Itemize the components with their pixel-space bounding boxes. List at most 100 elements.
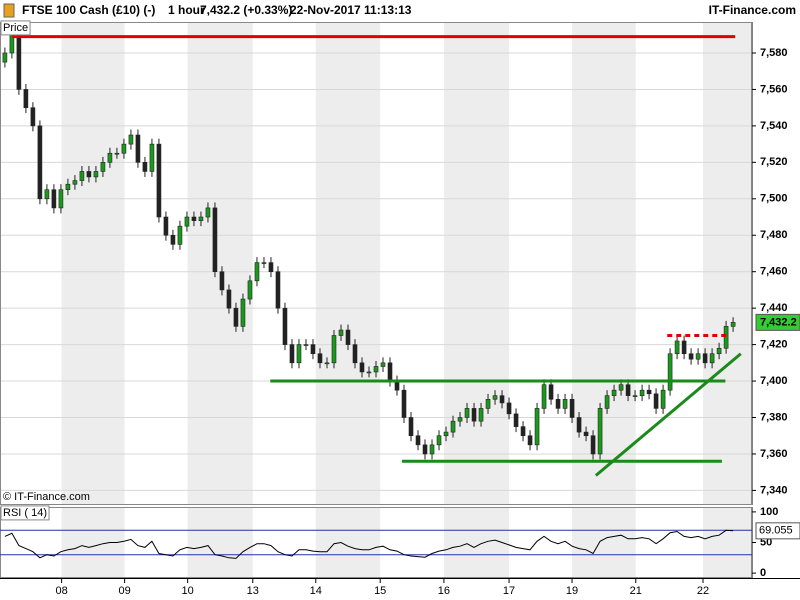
candle-body bbox=[548, 384, 554, 400]
y-tick-label: 7,480 bbox=[760, 229, 788, 241]
candle-body bbox=[163, 216, 169, 236]
last-price-label: 7,432.2 bbox=[760, 316, 797, 328]
x-tick-label: 10 bbox=[182, 585, 194, 597]
candle-body bbox=[436, 435, 442, 446]
candle-body bbox=[282, 307, 288, 345]
y-tick-label: 7,420 bbox=[760, 339, 788, 351]
candle-body bbox=[569, 398, 575, 418]
candle-body bbox=[415, 435, 421, 446]
y-tick-label: 7,580 bbox=[760, 47, 788, 59]
candle-body bbox=[198, 216, 204, 221]
x-tick-label: 22 bbox=[697, 585, 709, 597]
candle-body bbox=[387, 362, 393, 382]
candle-body bbox=[730, 322, 736, 327]
trend-line bbox=[594, 352, 742, 477]
y-tick-label: 7,440 bbox=[760, 302, 788, 314]
candle-body bbox=[114, 152, 120, 155]
x-tick-label: 09 bbox=[119, 585, 131, 597]
candle-body bbox=[23, 89, 29, 108]
candle-body bbox=[422, 444, 428, 455]
panel-label-box bbox=[0, 20, 31, 36]
y-tick-label: 7,360 bbox=[760, 448, 788, 460]
x-tick-label: 17 bbox=[503, 585, 515, 597]
candle-body bbox=[604, 395, 610, 409]
candle-body bbox=[513, 413, 519, 427]
candle-body bbox=[30, 107, 36, 127]
day-band bbox=[315, 507, 381, 578]
day-band bbox=[61, 22, 125, 505]
y-tick-label: 7,520 bbox=[760, 156, 788, 168]
candle-body bbox=[212, 207, 218, 273]
candle-body bbox=[541, 384, 547, 409]
y-tick-label: 7,340 bbox=[760, 484, 788, 496]
candle-body bbox=[219, 271, 225, 291]
candle-body bbox=[534, 408, 540, 446]
candle-body bbox=[2, 52, 8, 63]
candle-body bbox=[457, 417, 463, 422]
candle-body bbox=[660, 389, 666, 409]
y-tick-label: 7,460 bbox=[760, 266, 788, 278]
candle-body bbox=[506, 402, 512, 415]
timestamp: 22-Nov-2017 11:13:13 bbox=[290, 3, 412, 17]
candle-body bbox=[303, 344, 309, 346]
quote: 7,432.2 (+0.33%) bbox=[200, 3, 292, 17]
candle-body bbox=[338, 329, 344, 336]
instrument: FTSE 100 Cash (£10) (-) bbox=[22, 3, 155, 17]
candle-body bbox=[576, 417, 582, 433]
last-price-tag bbox=[755, 313, 800, 331]
candle-body bbox=[373, 366, 379, 373]
day-band bbox=[572, 507, 636, 578]
candle-body bbox=[688, 353, 694, 360]
day-band bbox=[443, 507, 510, 578]
candle-body bbox=[100, 162, 106, 172]
y-tick-label: 7,540 bbox=[760, 120, 788, 132]
candle-body bbox=[72, 180, 78, 185]
candle-body bbox=[380, 362, 386, 367]
candle-body bbox=[254, 262, 260, 282]
day-band bbox=[702, 22, 752, 505]
candle-body bbox=[562, 398, 568, 409]
candle-body bbox=[184, 216, 190, 227]
interval: 1 hour bbox=[168, 3, 205, 17]
candle-body bbox=[527, 435, 533, 446]
candle-body bbox=[723, 326, 729, 349]
candle-body bbox=[674, 340, 680, 355]
candle-body bbox=[499, 395, 505, 404]
rsi-last-label: 69.055 bbox=[759, 525, 793, 537]
day-band bbox=[315, 22, 381, 505]
candle-body bbox=[261, 262, 267, 264]
panel-border bbox=[0, 22, 752, 505]
y-tick-label: 7,500 bbox=[760, 193, 788, 205]
candle-body bbox=[156, 143, 162, 218]
y-tick-label: 100 bbox=[760, 506, 778, 518]
candle-body bbox=[233, 307, 239, 327]
day-band bbox=[572, 22, 636, 505]
candle-body bbox=[667, 353, 673, 391]
candle-body bbox=[135, 134, 141, 163]
candle-body bbox=[520, 426, 526, 437]
candle-body bbox=[191, 216, 197, 221]
candle-body bbox=[583, 431, 589, 437]
candle-body bbox=[247, 280, 253, 300]
candle-body bbox=[93, 171, 99, 178]
candle-body bbox=[317, 353, 323, 364]
candle-body bbox=[408, 417, 414, 437]
y-tick-label: 7,400 bbox=[760, 375, 788, 387]
candle-body bbox=[16, 34, 22, 90]
candle-body bbox=[345, 329, 351, 345]
candle-body bbox=[268, 262, 274, 273]
candle-body bbox=[275, 271, 281, 309]
candle-body bbox=[590, 435, 596, 455]
candle-body bbox=[107, 152, 113, 163]
candle-body bbox=[611, 389, 617, 396]
candle-body bbox=[324, 362, 330, 365]
x-tick-label: 21 bbox=[630, 585, 642, 597]
x-tick-label: 08 bbox=[55, 585, 67, 597]
panel-label: RSI ( 14) bbox=[3, 507, 47, 519]
candle-body bbox=[352, 344, 358, 364]
header-icon bbox=[3, 3, 15, 18]
day-band bbox=[443, 22, 510, 505]
candle-body bbox=[44, 189, 50, 200]
candle-body bbox=[366, 371, 372, 374]
